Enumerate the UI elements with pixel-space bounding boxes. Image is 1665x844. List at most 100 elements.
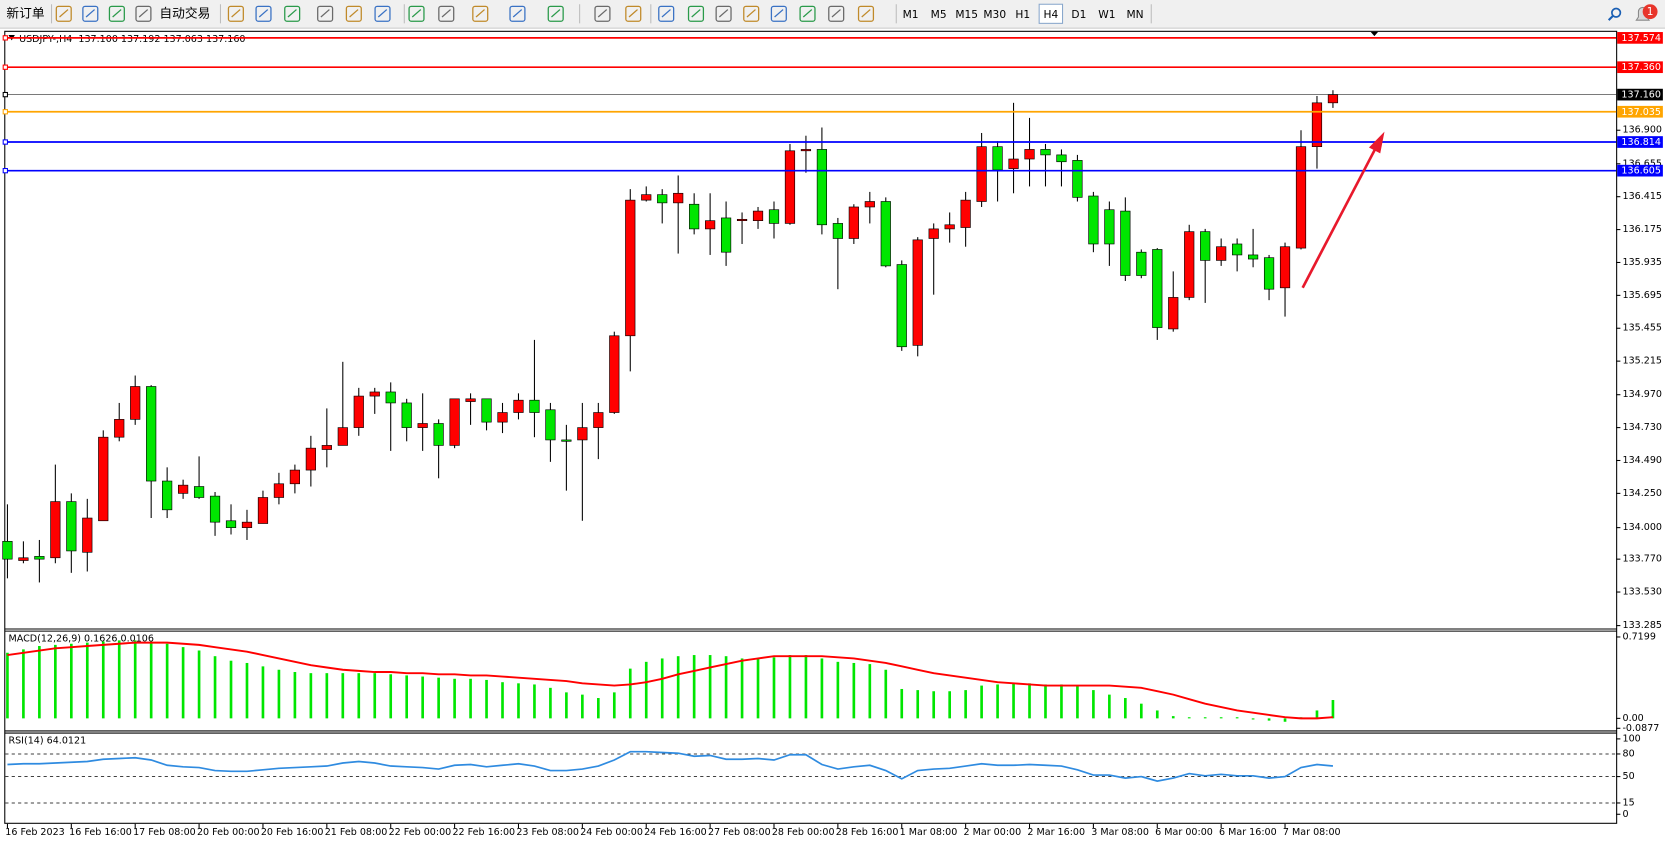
toolbar-icon[interactable] (828, 5, 845, 22)
toolbar-icon[interactable] (547, 5, 564, 22)
candle-body (593, 412, 604, 428)
x-tick-label: 20 Feb 00:00 (197, 827, 260, 838)
alert-count: 1 (1647, 5, 1654, 18)
auto-trading-button[interactable]: 自动交易 (159, 5, 210, 21)
toolbar-icon[interactable] (472, 5, 489, 22)
toolbar-icon[interactable] (135, 5, 152, 22)
timeframe-button[interactable]: M5 (931, 8, 947, 21)
toolbar-icon[interactable] (345, 5, 362, 22)
toolbar-icon-glyph (661, 9, 671, 18)
toolbar-icon[interactable] (715, 5, 732, 22)
level-handle (2, 168, 8, 174)
y-tick-label: 50 (1622, 771, 1634, 782)
x-tick-label: 2 Mar 16:00 (1027, 827, 1085, 838)
candle-body (561, 439, 572, 442)
candle-body (1263, 257, 1275, 290)
toolbar-icon[interactable] (55, 5, 72, 22)
toolbar-icon[interactable] (743, 5, 760, 22)
candle-body (657, 194, 668, 204)
toolbar-icon[interactable] (509, 5, 526, 22)
x-tick-label: 28 Feb 00:00 (772, 827, 835, 838)
toolbar-icon[interactable] (438, 5, 455, 22)
toolbar-icon[interactable] (374, 5, 391, 22)
y-tick-label: 136.900 (1622, 125, 1662, 136)
candle-body (2, 541, 13, 560)
shift-marker (1370, 31, 1379, 37)
toolbar-icon[interactable] (625, 5, 642, 22)
toolbar-icon[interactable] (594, 5, 611, 22)
x-tick-label: 22 Feb 00:00 (389, 827, 452, 838)
y-tick-label: 0.00 (1622, 713, 1643, 724)
timeframe-button[interactable]: H4 (1043, 8, 1058, 21)
search-icon[interactable] (1607, 7, 1622, 21)
toolbar-icon[interactable] (227, 5, 244, 22)
y-tick-label: 133.770 (1622, 554, 1662, 565)
toolbar-icon[interactable] (799, 5, 816, 22)
candle-body (768, 209, 780, 224)
candle-body (944, 224, 955, 230)
toolbar-icon[interactable] (82, 5, 99, 22)
x-tick-label: 20 Feb 16:00 (261, 827, 324, 838)
timeframe-button[interactable]: W1 (1098, 8, 1115, 21)
x-tick-label: 27 Feb 08:00 (708, 827, 771, 838)
x-tick-label: 23 Feb 08:00 (516, 827, 579, 838)
candle-body (816, 149, 828, 226)
candle-body (18, 557, 29, 561)
x-tick-label: 6 Mar 00:00 (1155, 827, 1213, 838)
toolbar-icon[interactable] (770, 5, 787, 22)
candle-body (720, 217, 732, 253)
candle-body (752, 210, 764, 221)
arrow-shaft (1301, 144, 1379, 289)
toolbar-icon[interactable] (658, 5, 675, 22)
timeframe-button[interactable]: M30 (983, 8, 1006, 21)
timeframe-button[interactable]: M15 (955, 8, 978, 21)
y-tick-label: 135.695 (1622, 290, 1662, 301)
candle-body (864, 201, 875, 208)
rsi-title: RSI(14) 64.0121 (9, 736, 87, 747)
timeframe-button[interactable]: D1 (1071, 8, 1086, 21)
toolbar-icon-glyph (475, 9, 485, 18)
candle-body (1040, 149, 1051, 156)
toolbar-icon-glyph (597, 9, 608, 18)
candle-body (1279, 246, 1291, 289)
y-tick-label: 134.490 (1622, 455, 1662, 466)
x-tick-label: 16 Feb 2023 (5, 827, 64, 838)
level-label-bg (1617, 136, 1663, 148)
toolbar-icon-glyph (718, 9, 729, 18)
timeframe-button[interactable]: H1 (1015, 8, 1030, 21)
toolbar-icon[interactable] (108, 5, 125, 22)
y-tick-label: 0.7199 (1622, 631, 1655, 642)
candle-body (337, 427, 348, 446)
timeframe-button[interactable]: M1 (903, 8, 919, 21)
x-tick-label: 1 Mar 08:00 (900, 827, 958, 838)
candle-body (673, 192, 684, 204)
toolbar-icon[interactable] (687, 5, 705, 22)
y-tick-label: 134.250 (1622, 488, 1662, 499)
candle-body (130, 386, 141, 420)
x-tick-label: 28 Feb 16:00 (836, 827, 899, 838)
candle-body (1247, 254, 1259, 260)
candle-body (800, 149, 812, 152)
y-tick-label: 135.935 (1622, 257, 1662, 268)
candle-body (625, 199, 636, 337)
candle-body (577, 427, 588, 441)
toolbar-icon-glyph (802, 9, 813, 18)
candle-body (736, 218, 748, 221)
candle-body (1136, 251, 1147, 276)
y-tick-label: 80 (1622, 748, 1634, 759)
candle-body (1216, 246, 1227, 261)
toolbar-icon-glyph (349, 9, 359, 18)
toolbar-icon[interactable] (857, 5, 875, 22)
toolbar-icon[interactable] (284, 5, 301, 22)
new-order-button[interactable]: 新订单 (6, 5, 44, 21)
candle-body (545, 409, 556, 441)
timeframe-button[interactable]: MN (1126, 8, 1143, 21)
candle-body (114, 419, 125, 438)
toolbar-icon[interactable] (255, 5, 272, 22)
x-tick-label: 6 Mar 16:00 (1219, 827, 1277, 838)
candle-body (353, 395, 364, 428)
toolbar-icon[interactable] (408, 5, 425, 22)
x-tick-label: 24 Feb 00:00 (580, 827, 643, 838)
toolbar-icon[interactable] (317, 5, 334, 22)
candle-body (705, 220, 716, 230)
